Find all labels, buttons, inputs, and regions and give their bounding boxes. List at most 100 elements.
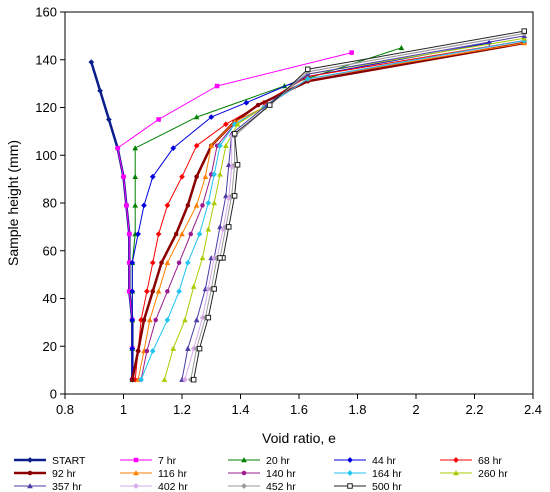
data-point xyxy=(190,283,197,289)
legend-label: 357 hr xyxy=(52,481,82,492)
data-point xyxy=(164,317,171,323)
data-point xyxy=(347,470,353,476)
data-point xyxy=(129,288,136,295)
data-point xyxy=(223,121,229,128)
data-point xyxy=(153,317,158,323)
data-point xyxy=(208,142,215,148)
data-point xyxy=(453,470,459,476)
data-point xyxy=(241,457,247,463)
legend-label: 140 hr xyxy=(266,468,296,480)
legend-item: 260 hr xyxy=(440,468,508,480)
data-point xyxy=(521,28,527,34)
data-point xyxy=(182,376,188,383)
y-tick-label: 20 xyxy=(43,339,57,354)
x-tick-label: 2.2 xyxy=(465,402,483,417)
x-tick-label: 1 xyxy=(120,402,127,417)
data-point xyxy=(217,171,223,177)
data-point xyxy=(209,172,214,177)
legend-item: 357 hr xyxy=(14,481,82,492)
data-point xyxy=(27,483,33,489)
data-point xyxy=(223,192,229,199)
data-point xyxy=(176,260,182,265)
legend-item: 452 hr xyxy=(228,481,296,492)
data-point xyxy=(208,114,215,120)
y-tick-label: 120 xyxy=(35,100,57,115)
data-point xyxy=(185,203,191,208)
data-point xyxy=(159,260,164,265)
legend-item: 44 hr xyxy=(334,455,396,467)
data-point xyxy=(398,44,405,51)
legend-label: 116 hr xyxy=(158,468,187,480)
data-point xyxy=(217,224,223,230)
data-point xyxy=(241,470,247,476)
legend-label: 7 hr xyxy=(158,455,177,467)
data-point xyxy=(135,348,141,354)
data-point xyxy=(205,200,212,206)
data-point xyxy=(141,317,147,323)
data-point xyxy=(193,142,200,149)
data-point xyxy=(231,193,238,199)
x-tick-label: 2.4 xyxy=(524,402,542,417)
data-point xyxy=(185,259,191,266)
data-point xyxy=(349,50,354,55)
series-500-hr xyxy=(190,28,527,383)
data-point xyxy=(214,143,220,148)
data-point xyxy=(97,87,103,94)
data-point xyxy=(127,231,132,237)
data-point xyxy=(146,317,153,323)
data-point xyxy=(27,470,33,476)
data-point xyxy=(129,317,136,323)
data-point xyxy=(234,121,241,127)
data-point xyxy=(185,345,191,351)
data-point xyxy=(156,117,161,122)
data-point xyxy=(196,231,203,237)
y-tick-label: 80 xyxy=(43,196,57,211)
data-point xyxy=(133,457,139,463)
data-point xyxy=(211,255,218,261)
data-point xyxy=(179,173,185,180)
data-point xyxy=(194,174,199,179)
data-point xyxy=(243,99,250,106)
data-point xyxy=(129,345,136,352)
data-point xyxy=(521,37,528,44)
y-tick-label: 160 xyxy=(35,5,57,20)
data-point xyxy=(347,457,353,463)
data-point xyxy=(149,348,156,354)
data-point xyxy=(170,145,177,151)
data-point xyxy=(225,161,232,168)
data-point xyxy=(267,102,273,108)
data-point xyxy=(133,483,139,489)
data-point xyxy=(173,231,179,237)
y-tick-label: 40 xyxy=(43,291,57,306)
data-point xyxy=(129,259,136,266)
data-point xyxy=(164,202,171,209)
data-point xyxy=(115,145,120,151)
legend-label: 260 hr xyxy=(478,468,508,480)
data-point xyxy=(161,376,168,382)
data-point xyxy=(190,376,197,383)
legend-label: 452 hr xyxy=(266,481,296,492)
data-point xyxy=(170,345,177,351)
legend-item: 7 hr xyxy=(120,455,177,467)
plot-series xyxy=(88,28,528,383)
data-point xyxy=(199,255,206,261)
x-tick-label: 1.8 xyxy=(348,402,366,417)
data-point xyxy=(202,314,209,321)
data-point xyxy=(211,200,218,206)
data-point xyxy=(132,202,139,208)
data-point xyxy=(106,116,112,123)
x-axis-title: Void ratio, e xyxy=(262,430,336,446)
data-point xyxy=(149,259,156,266)
data-point xyxy=(205,286,212,292)
data-point xyxy=(150,289,155,294)
data-point xyxy=(190,345,197,352)
legend: START 7 hr 20 hr 44 hr 68 hr 92 hr 116 hr 140 h… xyxy=(14,455,508,492)
legend-item: 116 hr xyxy=(120,468,187,480)
data-point xyxy=(255,102,261,108)
legend-label: 44 hr xyxy=(372,455,396,467)
data-point xyxy=(88,59,95,65)
y-tick-label: 0 xyxy=(50,387,57,402)
data-point xyxy=(144,348,150,354)
